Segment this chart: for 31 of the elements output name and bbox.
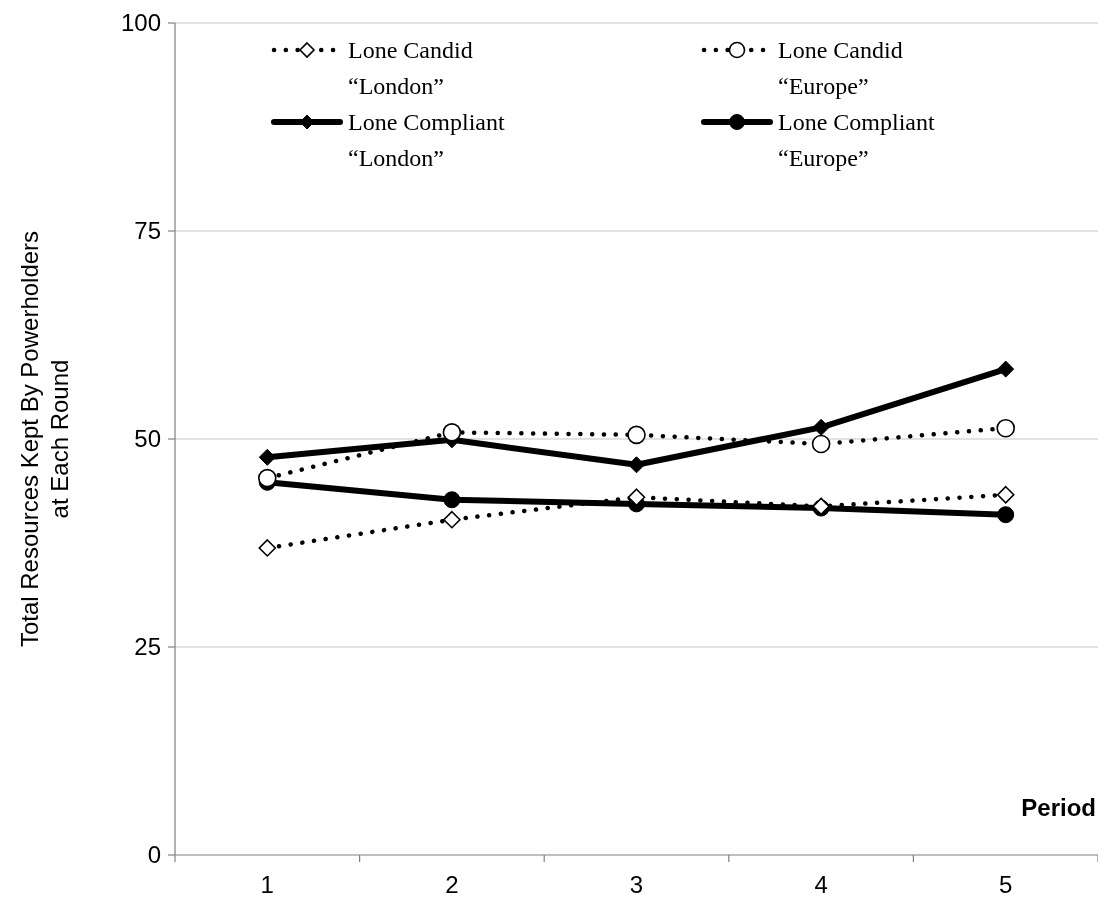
point — [996, 485, 1015, 504]
point — [627, 488, 646, 507]
x-tick-label: 4 — [814, 871, 828, 898]
point — [258, 468, 277, 488]
x-tick-label: 2 — [445, 871, 459, 898]
x-axis-title: Period — [1021, 794, 1096, 821]
y-tick-label: 25 — [134, 633, 161, 661]
point — [443, 491, 461, 509]
legend-label: Lone Candid “Europe” — [778, 37, 903, 100]
y-tick-label: 0 — [147, 841, 161, 869]
y-tick-label: 100 — [120, 9, 161, 37]
y-tick-label: 50 — [134, 425, 161, 453]
point — [996, 418, 1015, 438]
point — [812, 418, 830, 436]
legend-label: Lone Compliant “London” — [348, 109, 505, 172]
point — [628, 456, 645, 474]
point — [258, 539, 277, 557]
legend-label: Lone Compliant “Europe” — [778, 109, 935, 172]
x-tick-label: 5 — [999, 871, 1013, 898]
point — [443, 510, 461, 529]
legend-label: Lone Candid “London” — [348, 37, 473, 100]
point — [442, 423, 462, 442]
x-tick-label: 1 — [260, 871, 274, 898]
x-tick-label: 3 — [629, 871, 644, 898]
point — [997, 506, 1015, 524]
y-tick-label: 75 — [134, 217, 161, 245]
y-axis-title: Total Resources Kept By Powerholders at Each Round — [16, 230, 73, 648]
point — [997, 360, 1015, 378]
point — [258, 448, 276, 466]
point — [627, 425, 646, 445]
point — [811, 434, 831, 454]
